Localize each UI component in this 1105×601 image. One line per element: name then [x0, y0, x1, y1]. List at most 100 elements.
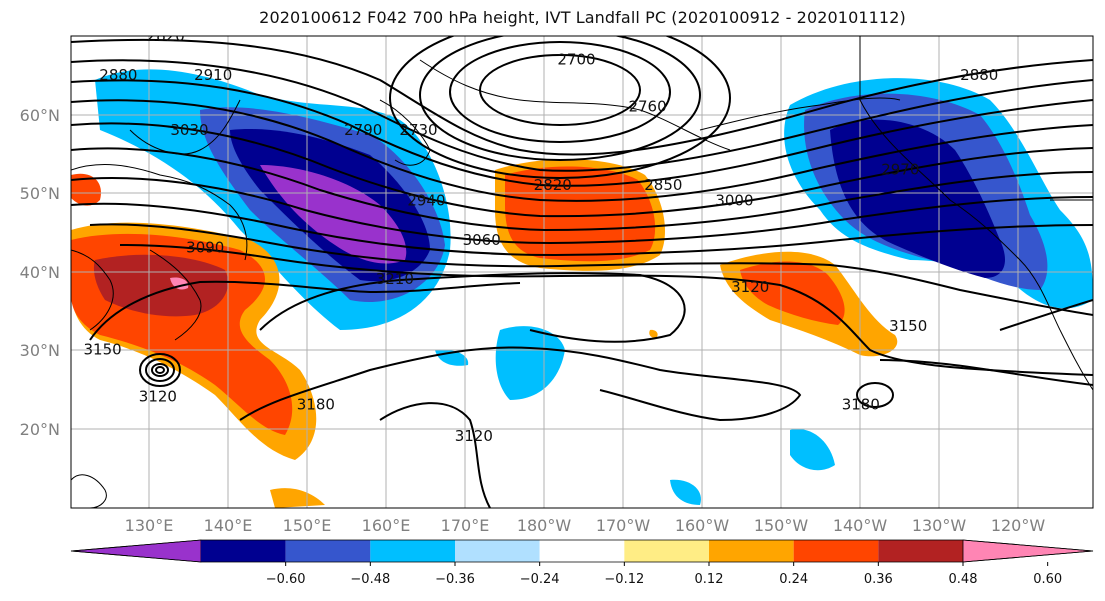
low-contour-2: [449, 41, 671, 143]
colorbar-tick-label: −0.24: [520, 572, 560, 587]
lon-label: 180°W: [517, 516, 572, 535]
contour-3210: [259, 272, 686, 343]
colorbar-bin: [624, 540, 709, 562]
colorbar-extend-low: [70, 539, 202, 563]
lon-label: 160°W: [675, 516, 730, 535]
latitude-labels: 60°N 50°N 40°N 30°N 20°N: [20, 106, 60, 439]
height-contours: [71, 36, 1093, 508]
low-contour-1: [479, 54, 641, 126]
lon-label: 120°W: [991, 516, 1046, 535]
contour-3180-b: [879, 359, 1093, 386]
contour-label-layer: 2820 2880 2910 3030 2700 2760 2790 2730 2820 2850…: [83, 27, 998, 445]
contour-label: 2700: [557, 51, 595, 69]
contour-label: 3120: [455, 427, 493, 445]
colorbar-tick-label: 0.60: [1033, 572, 1062, 587]
colorbar-tick-label: −0.60: [266, 572, 306, 587]
contour-label: 2790: [344, 121, 382, 139]
ivt-central-plus-036: [505, 166, 656, 262]
lat-label: 40°N: [20, 263, 60, 282]
contour-2820: [71, 38, 1093, 156]
ivt-east-plus-036: [740, 261, 845, 325]
colorbar-bin: [709, 540, 794, 562]
contour-label: 3120: [731, 278, 769, 296]
low-contour-4: [389, 36, 731, 179]
typhoon-contour-2: [145, 358, 175, 382]
contour-label: 2820: [147, 27, 185, 45]
ivt-small-patch-1: [495, 326, 565, 400]
lon-label: 170°E: [441, 516, 490, 535]
map-frame: [70, 35, 1094, 509]
ivt-asia-plus-048: [93, 254, 229, 317]
colorbar-bin: [878, 540, 963, 562]
contour-3030: [71, 177, 1093, 245]
contour-label: 3120: [139, 388, 177, 406]
colorbar-tick-label: 0.36: [864, 572, 893, 587]
map-title: 2020100612 F042 700 hPa height, IVT Land…: [259, 8, 906, 27]
ivt-band-minus-060: [260, 165, 407, 264]
contour-label: 2880: [960, 66, 998, 84]
lon-label: 140°W: [833, 516, 888, 535]
contour-label: 2820: [534, 176, 572, 194]
colorbar: −0.60 −0.48 −0.36 −0.24 −0.12 0.12 0.24 0.36 0.4…: [70, 539, 1094, 587]
lon-label: 150°W: [754, 516, 809, 535]
contour-label: 3150: [889, 317, 927, 335]
contour-3120-south: [379, 402, 491, 508]
lat-label: 60°N: [20, 106, 60, 125]
contour-label: 2970: [881, 160, 919, 178]
ivt-positive-shading: [71, 159, 898, 508]
ivt-asia-west-patch: [71, 173, 101, 206]
ivt-alaska-minus-048: [830, 119, 1005, 278]
ivt-small-plus-1: [270, 488, 325, 508]
lat-label: 20°N: [20, 420, 60, 439]
contour-label: 2910: [194, 66, 232, 84]
colorbar-bin: [793, 540, 879, 562]
contour-label: 3150: [83, 341, 121, 359]
colorbar-bin: [370, 540, 455, 562]
contour-label: 3000: [715, 192, 753, 210]
ivt-small-plus-2: [649, 329, 658, 338]
map-plot-area: 2820 2880 2910 3030 2700 2760 2790 2730 2820 2850…: [71, 27, 1093, 508]
high-east-contour: [856, 382, 894, 408]
contour-3120: [119, 244, 1093, 376]
contour-label: 2940: [407, 192, 445, 210]
contour-label: 2880: [99, 66, 137, 84]
colorbar-extend-high: [962, 539, 1094, 563]
contour-label: 2850: [644, 176, 682, 194]
contour-label: 2730: [399, 121, 437, 139]
colorbar-bin: [201, 540, 286, 562]
lon-label: 170°W: [596, 516, 651, 535]
colorbar-tick-label: −0.48: [350, 572, 390, 587]
contour-3090: [89, 223, 1093, 316]
contour-label: 3180: [297, 396, 335, 414]
longitude-labels: 130°E 140°E 150°E 160°E 170°E 180°W 170°…: [125, 516, 1046, 535]
ivt-small-patch-2: [790, 429, 835, 471]
contour-3180: [239, 346, 802, 422]
low-contour-3: [419, 36, 701, 161]
lon-label: 140°E: [204, 516, 253, 535]
colorbar-tick-label: 0.48: [949, 572, 978, 587]
contour-3150-east: [999, 299, 1093, 331]
colorbar-bin: [455, 540, 540, 562]
contour-label: 3210: [376, 270, 414, 288]
colorbar-bin: [539, 540, 625, 562]
colorbar-tick-label: −0.36: [435, 572, 475, 587]
graticule: [71, 36, 1093, 508]
contour-2910: [71, 79, 1093, 187]
contour-label: 3180: [842, 396, 880, 414]
colorbar-tick-label: 0.12: [695, 572, 724, 587]
typhoon-contour-4: [155, 366, 165, 374]
contour-3060: [71, 202, 1093, 257]
contour-label: 3030: [170, 121, 208, 139]
contour-label: 2760: [628, 98, 666, 116]
lon-label: 150°E: [283, 516, 332, 535]
lon-label: 160°E: [362, 516, 411, 535]
colorbar-outline: [70, 539, 1094, 563]
lon-label: 130°E: [125, 516, 174, 535]
contour-3000: [71, 147, 1093, 232]
contour-2940: [71, 99, 1093, 202]
contour-3150: [89, 280, 521, 341]
ivt-small-patch-4: [670, 479, 701, 505]
lat-label: 50°N: [20, 184, 60, 203]
colorbar-bin: [285, 540, 371, 562]
